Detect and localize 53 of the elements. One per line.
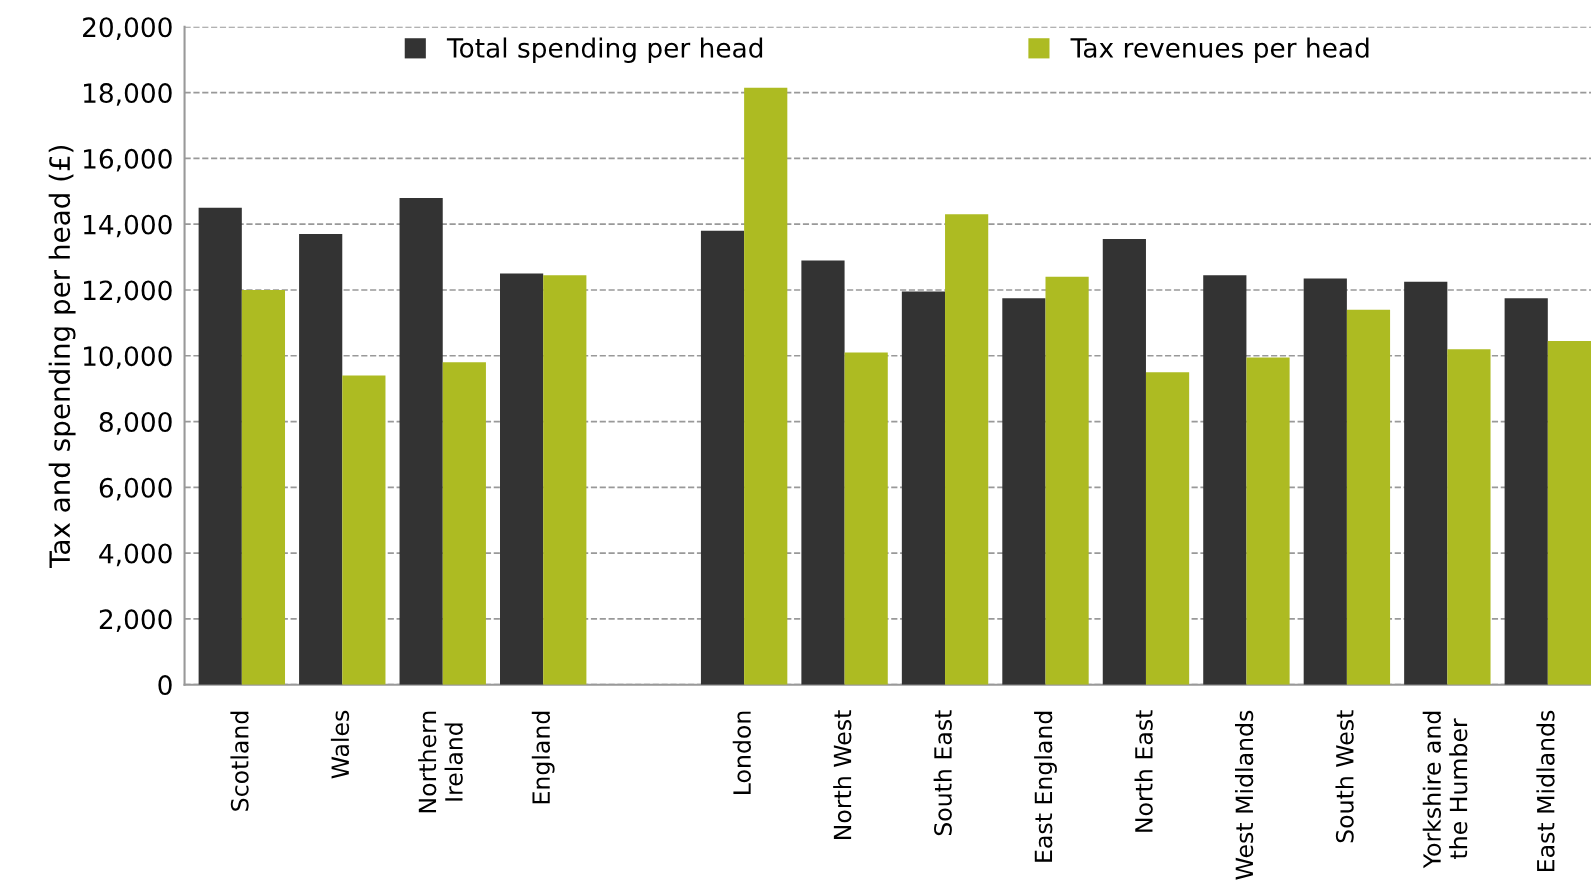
y-axis-title: Tax and spending per head (£) xyxy=(48,145,76,569)
bar xyxy=(500,273,544,685)
x-tick-label: Northern Ireland xyxy=(418,711,463,813)
legend-label: Tax revenues per head xyxy=(1070,37,1369,63)
x-tick-label: South East xyxy=(933,710,952,836)
bar xyxy=(342,375,386,685)
y-tick-label: 14,000 xyxy=(84,214,172,238)
bar xyxy=(1303,278,1347,685)
x-tick-label: North East xyxy=(1134,710,1153,832)
y-tick-label: 16,000 xyxy=(84,148,172,172)
x-tick-label: East England xyxy=(1034,711,1057,862)
bar xyxy=(1346,309,1391,685)
y-tick-label: 8,000 xyxy=(99,411,172,435)
x-tick-label: Yorkshire and the Humber xyxy=(1422,711,1468,869)
bar xyxy=(801,260,845,685)
bar xyxy=(1547,340,1591,685)
bar xyxy=(1504,298,1548,685)
x-tick-label: Scotland xyxy=(230,711,249,811)
x-tick-label: East Midlands xyxy=(1536,710,1555,872)
x-tick-label: South West xyxy=(1335,710,1354,843)
bar xyxy=(299,234,343,685)
y-tick-label: 12,000 xyxy=(84,280,172,304)
bar xyxy=(1246,357,1290,685)
bar xyxy=(945,214,989,685)
y-tick-label: 20,000 xyxy=(83,17,172,40)
legend-label: Total spending per head xyxy=(446,37,763,63)
bar xyxy=(744,87,788,685)
bar xyxy=(1102,239,1146,685)
y-tick-label: 0 xyxy=(158,675,172,696)
bar xyxy=(1045,276,1089,685)
x-tick-label: England xyxy=(531,711,555,804)
bar xyxy=(1145,372,1190,685)
bar xyxy=(1447,349,1491,685)
bar xyxy=(543,275,587,685)
bar xyxy=(399,197,443,685)
x-tick-label: Wales xyxy=(330,710,350,779)
bar xyxy=(1203,275,1247,685)
bar xyxy=(442,362,486,685)
y-tick-label: 4,000 xyxy=(99,543,172,567)
bar xyxy=(198,207,242,685)
bar xyxy=(700,230,745,685)
y-tick-label: 18,000 xyxy=(84,83,172,106)
y-tick-label: 6,000 xyxy=(99,477,172,501)
bar xyxy=(844,352,888,685)
y-tick-label: 10,000 xyxy=(84,346,172,369)
bar xyxy=(1002,298,1046,685)
bar xyxy=(901,291,946,685)
bar xyxy=(241,289,286,685)
x-tick-label: North West xyxy=(833,710,852,839)
x-tick-label: West Midlands xyxy=(1235,710,1254,880)
x-tick-label: London xyxy=(732,711,751,794)
bar xyxy=(1404,281,1448,685)
y-tick-label: 2,000 xyxy=(99,609,172,632)
